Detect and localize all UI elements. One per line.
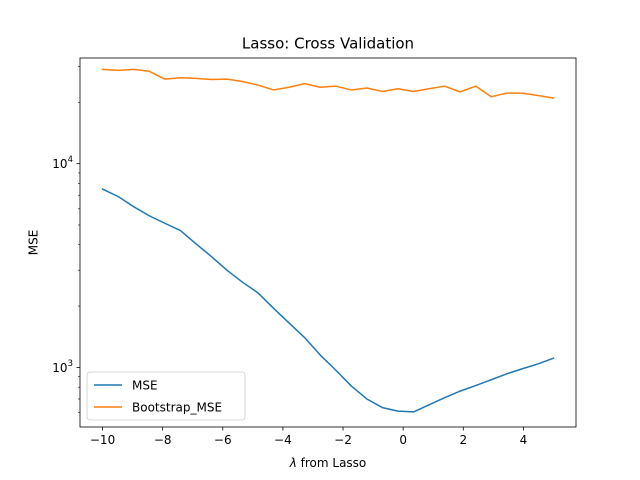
y-axis-ticks: 103 104: [52, 66, 80, 413]
x-tick-label: −4: [274, 433, 292, 447]
x-tick-label: −6: [214, 433, 232, 447]
legend-label-mse: MSE: [132, 379, 158, 393]
x-tick-label: −8: [154, 433, 172, 447]
series-line-mse: [101, 188, 555, 413]
x-tick-label: 4: [520, 433, 528, 447]
x-axis-ticks: −10 −8 −6 −4 −2 0 2 4: [90, 427, 527, 447]
y-tick-label: 104: [52, 155, 73, 171]
legend-label-bootstrap-mse: Bootstrap_MSE: [132, 401, 222, 415]
series-layer: [101, 68, 555, 413]
chart-title: Lasso: Cross Validation: [242, 35, 414, 53]
axes-frame: [79, 57, 577, 428]
x-tick-label: 2: [459, 433, 467, 447]
series-line-bootstrap-mse: [101, 68, 555, 99]
y-axis-label: MSE: [27, 230, 41, 256]
legend-box: [86, 371, 246, 421]
y-tick-label: 103: [52, 359, 73, 375]
x-axis-label: λ from Lasso: [289, 456, 367, 470]
x-tick-label: 0: [399, 433, 407, 447]
legend: MSE Bootstrap_MSE: [86, 371, 246, 421]
x-tick-label: −10: [90, 433, 115, 447]
x-tick-label: −2: [334, 433, 352, 447]
